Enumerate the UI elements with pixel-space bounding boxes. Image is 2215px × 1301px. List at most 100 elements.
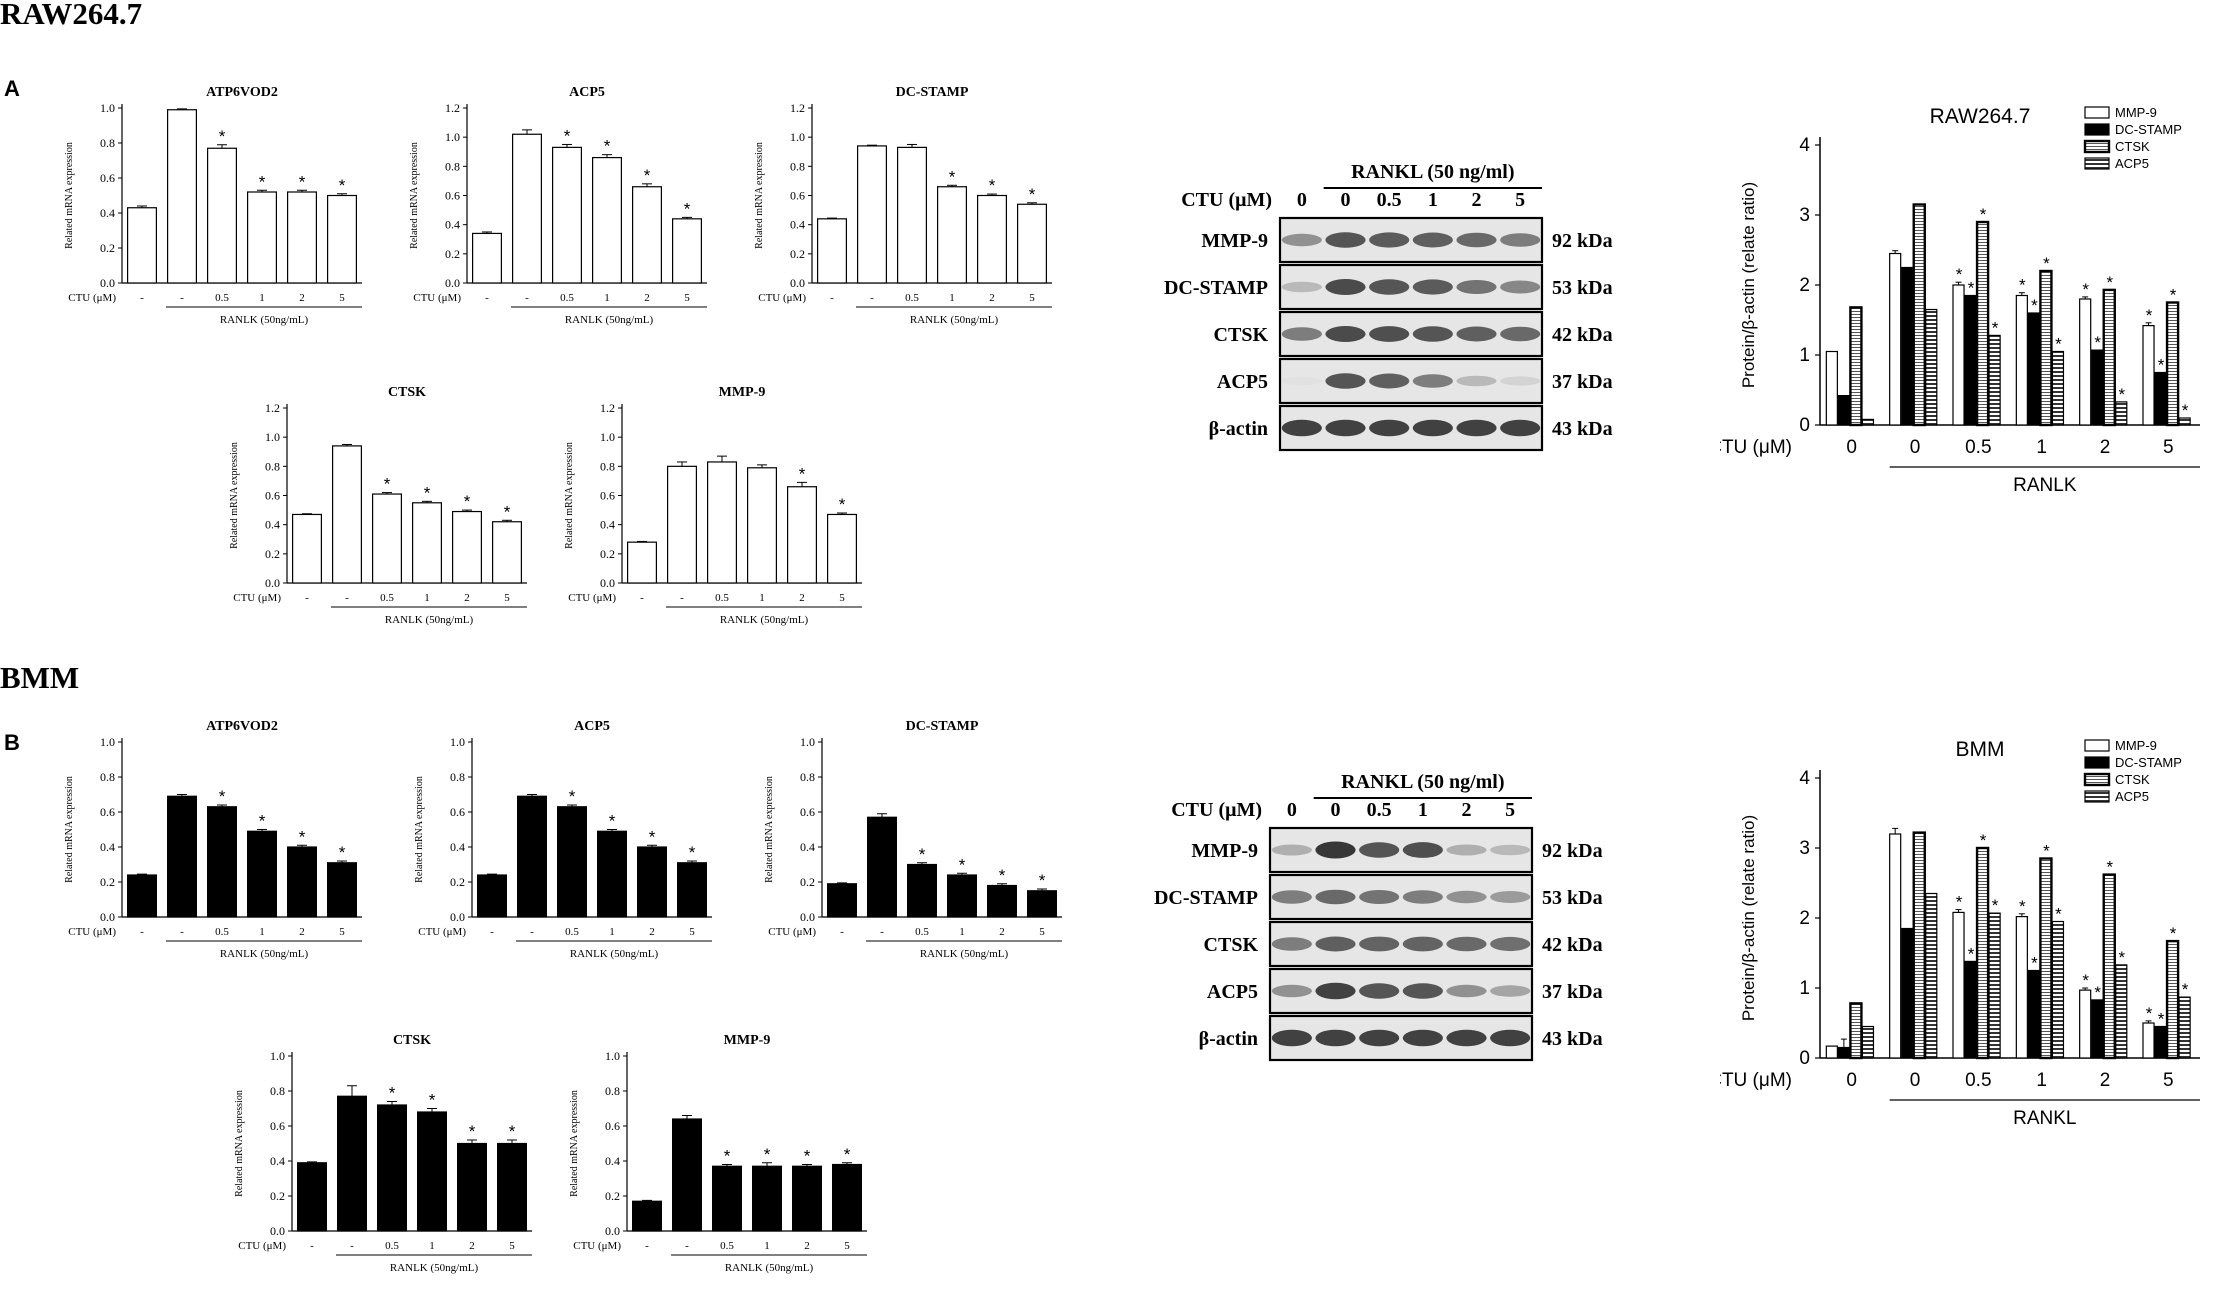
- y-tick-label: 0.2: [100, 241, 115, 255]
- bar: [2039, 857, 2053, 1060]
- blot-membrane: [1268, 873, 1534, 921]
- bar: [2165, 939, 2180, 1060]
- ctu-label: CTU (μM): [573, 1240, 621, 1252]
- y-tick-label: 0.6: [100, 171, 115, 185]
- blot-band: [1412, 374, 1453, 388]
- y-tick-label: 0.4: [270, 1154, 285, 1168]
- blot-band: [1490, 891, 1531, 903]
- x-tick-label: 1: [259, 292, 265, 304]
- ctu-label: CTU (μM): [68, 926, 116, 938]
- y-tick-label: 0.6: [600, 489, 615, 503]
- x-tick-label: 0.5: [380, 592, 394, 604]
- blot-band: [1369, 232, 1410, 248]
- dose-label: 0: [1331, 799, 1341, 821]
- y-tick-label: 0.4: [800, 840, 815, 854]
- bar: [207, 806, 238, 918]
- bar: [1889, 833, 1902, 1059]
- bar: [632, 186, 663, 284]
- bar: [866, 816, 897, 918]
- blot-band: [1490, 985, 1531, 997]
- x-tick-label: 5: [689, 926, 695, 938]
- significance-mark: *: [509, 1122, 516, 1141]
- x-tick-label: 5: [2163, 1070, 2174, 1091]
- blot-band: [1281, 327, 1322, 341]
- x-tick-label: 1: [259, 926, 265, 938]
- blot-band: [1359, 936, 1400, 952]
- densitometry-title: RAW264.7: [1930, 105, 2031, 128]
- significance-mark: *: [2106, 858, 2113, 877]
- blot-band: [1446, 1029, 1487, 1047]
- blot-band: [1490, 844, 1531, 856]
- x-tick-label: -: [345, 592, 349, 604]
- bar: [327, 194, 358, 284]
- x-tick-label: -: [830, 292, 834, 304]
- significance-mark: *: [604, 137, 611, 156]
- x-tick-label: -: [350, 1240, 354, 1252]
- bar: [1912, 831, 1926, 1060]
- y-axis-label: Related mRNA expression: [564, 442, 575, 549]
- significance-mark: *: [839, 495, 846, 514]
- legend-swatch: [2084, 157, 2110, 170]
- rankl-label: RANLK (50ng/mL): [725, 1262, 814, 1274]
- bar: [637, 846, 668, 918]
- x-tick-label: -: [485, 292, 489, 304]
- blot-band: [1281, 233, 1322, 247]
- bar: [827, 513, 858, 584]
- ctu-label: CTU (μM): [233, 592, 281, 604]
- y-axis-label: Related mRNA expression: [414, 776, 425, 883]
- blot-band: [1369, 373, 1410, 389]
- bar: [712, 1165, 743, 1232]
- y-tick-label: 0.8: [270, 1084, 285, 1098]
- x-tick-label: -: [530, 926, 534, 938]
- blot-protein-label: CTSK: [1214, 324, 1269, 346]
- y-tick-label: 0.8: [100, 770, 115, 784]
- bar: [1925, 892, 1938, 1059]
- chart-title: ATP6VOD2: [206, 719, 278, 734]
- bar: [2154, 371, 2167, 426]
- significance-mark: *: [2055, 905, 2062, 924]
- x-tick-label: 2: [2100, 1070, 2111, 1091]
- y-tick-label: 2: [1799, 275, 1810, 296]
- bar: [2091, 349, 2104, 426]
- y-tick-label: 0.4: [445, 218, 460, 232]
- bar: [1849, 306, 1863, 427]
- blot-protein-label: ACP5: [1207, 981, 1258, 1003]
- x-tick-label: 2: [469, 1240, 475, 1252]
- bar: [2142, 1022, 2155, 1059]
- bar: [516, 795, 547, 918]
- ctu-label: CTU (μM): [68, 292, 116, 304]
- bar: [907, 863, 938, 918]
- bar: [2178, 996, 2191, 1059]
- western-blot-b: RANKL (50 ng/ml) CTU (μM) 0 0 0.5 1 2 5 MMP-9 92 …: [1154, 771, 1603, 1062]
- significance-mark: *: [1968, 279, 1975, 298]
- y-tick-label: 0.2: [450, 875, 465, 889]
- bar: [2039, 269, 2053, 427]
- ctu-label: CTU (μM): [568, 592, 616, 604]
- blot-band: [1359, 842, 1400, 858]
- chart-title: ACP5: [569, 85, 605, 100]
- bar: [1861, 418, 1875, 426]
- chart-b-atp6vod2: ATP6VOD2 Related mRNA expression 0.0 0.2 0.4…: [64, 719, 362, 960]
- significance-mark: *: [2055, 335, 2062, 354]
- blot-band: [1446, 984, 1487, 998]
- blot-protein-label: β-actin: [1199, 1028, 1258, 1050]
- legend-swatch: [2084, 123, 2110, 136]
- x-tick-label: 5: [339, 926, 345, 938]
- x-tick-label: 0.5: [915, 926, 929, 938]
- y-tick-label: 0.2: [445, 247, 460, 261]
- y-tick-label: 0.0: [445, 276, 460, 290]
- chart-title: ATP6VOD2: [206, 85, 278, 100]
- significance-mark: *: [464, 492, 471, 511]
- significance-mark: *: [764, 1145, 771, 1164]
- x-tick-label: -: [180, 292, 184, 304]
- significance-mark: *: [1980, 205, 1987, 224]
- chart-a-atp6vod2: ATP6VOD2 Related mRNA expression 0.0 0.2 0.4…: [64, 85, 362, 326]
- legend-swatch: [2083, 139, 2111, 154]
- y-tick-label: 0.6: [605, 1119, 620, 1133]
- x-tick-label: 1: [759, 592, 765, 604]
- chart-b-acp5: ACP5 Related mRNA expression 0.0 0.2 0.4 0.6 0…: [414, 719, 712, 960]
- dose-label: 0: [1287, 799, 1297, 821]
- blot-band: [1271, 844, 1312, 856]
- bar: [826, 883, 857, 918]
- chart-a-mmp9: MMP-9 Related mRNA expression 0.0 0.2 0.4 0.6…: [564, 385, 862, 626]
